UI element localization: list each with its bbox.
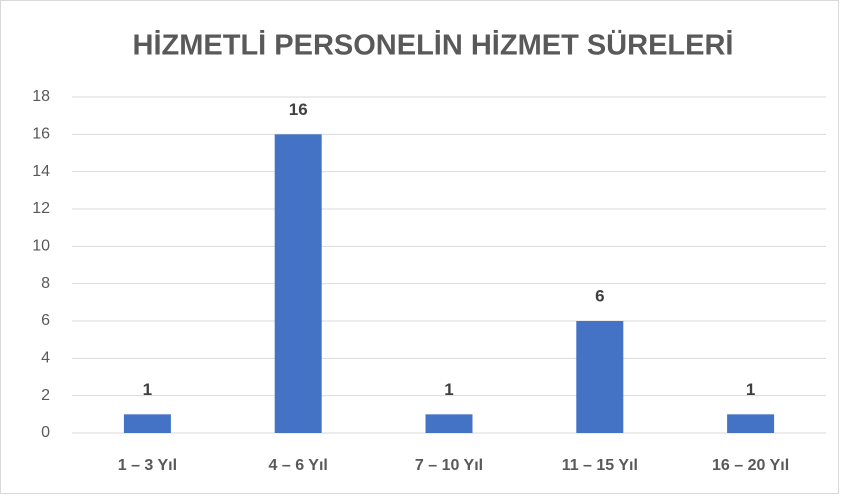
y-tick-label: 0 (41, 424, 50, 441)
x-tick-label: 7 – 10 Yıl (415, 457, 483, 474)
chart-title: HİZMETLİ PERSONELİN HİZMET SÜRELERİ (133, 29, 734, 62)
y-tick-label: 14 (32, 163, 50, 180)
bar (576, 321, 624, 433)
bar (123, 414, 171, 433)
x-tick-label: 1 – 3 Yıl (118, 457, 177, 474)
data-label: 6 (595, 286, 604, 305)
bar (727, 414, 775, 433)
y-tick-label: 4 (41, 350, 50, 367)
y-tick-label: 2 (41, 387, 50, 404)
x-tick-label: 4 – 6 Yıl (269, 457, 328, 474)
x-tick-label: 16 – 20 Yıl (712, 457, 789, 474)
data-label: 1 (444, 380, 453, 399)
bar (274, 134, 322, 434)
y-tick-label: 16 (32, 126, 50, 143)
data-label: 16 (289, 100, 308, 119)
y-tick-label: 10 (32, 238, 50, 255)
data-label: 1 (143, 380, 152, 399)
bar (425, 414, 473, 433)
y-tick-label: 12 (32, 200, 50, 217)
y-tick-label: 6 (41, 312, 50, 329)
data-label: 1 (746, 380, 755, 399)
y-tick-label: 8 (41, 275, 50, 292)
y-tick-label: 18 (32, 88, 50, 105)
x-tick-label: 11 – 15 Yıl (562, 457, 638, 474)
